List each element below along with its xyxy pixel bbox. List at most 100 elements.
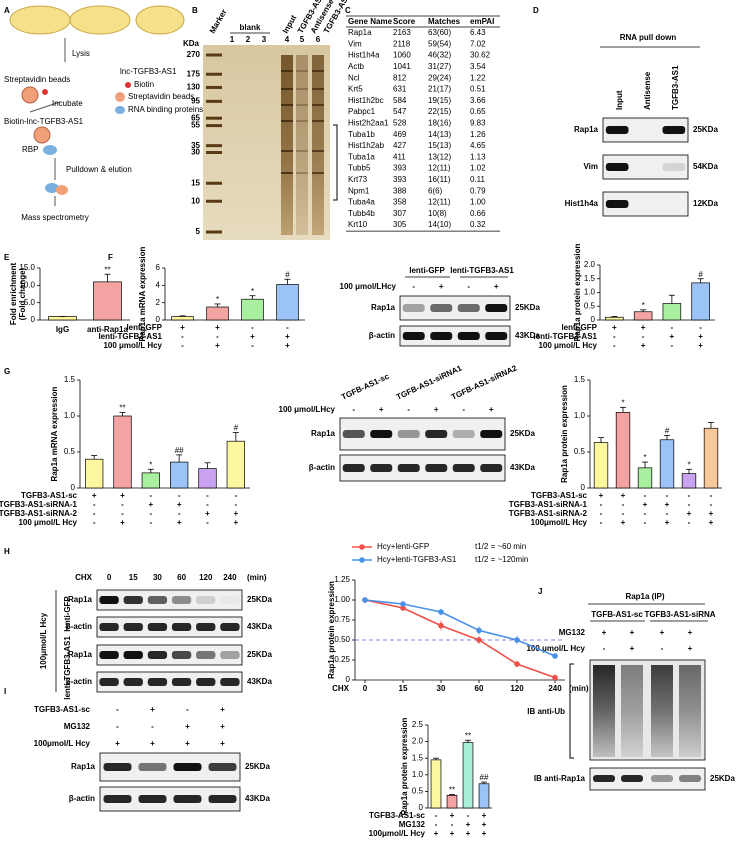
marker-band bbox=[206, 116, 222, 120]
sign: + bbox=[489, 405, 494, 414]
significance: ** bbox=[465, 731, 471, 740]
table-cell: Tubb5 bbox=[348, 164, 371, 173]
blot-frame bbox=[96, 589, 243, 611]
table-cell: 4.65 bbox=[470, 141, 486, 150]
table-cell: 1060 bbox=[393, 51, 411, 60]
sign: + bbox=[180, 323, 185, 332]
condition-label: TGFB3-AS1-siRNA-2 bbox=[509, 509, 588, 518]
sign: - bbox=[286, 323, 289, 332]
blot-frame bbox=[96, 671, 243, 693]
marker-label: 130 bbox=[187, 83, 201, 92]
table-cell: Pabpc1 bbox=[348, 107, 376, 116]
sign: - bbox=[666, 509, 669, 518]
label: RBP bbox=[22, 145, 38, 154]
sign: - bbox=[206, 491, 209, 500]
sign: - bbox=[93, 509, 96, 518]
sign: + bbox=[434, 405, 439, 414]
sign: - bbox=[181, 341, 184, 350]
row-label: Rap1a bbox=[68, 595, 93, 604]
table-cell: 18(16) bbox=[428, 119, 451, 128]
row-label: Rap1a bbox=[371, 303, 396, 312]
sign: + bbox=[185, 739, 190, 748]
legend-rbp bbox=[115, 106, 125, 114]
band bbox=[123, 623, 143, 631]
table-cell: 59(54) bbox=[428, 39, 451, 48]
time-label: 30 bbox=[153, 573, 162, 582]
rbp bbox=[56, 185, 68, 195]
bar bbox=[446, 795, 458, 809]
band bbox=[123, 678, 143, 686]
lane-band bbox=[296, 88, 308, 90]
significance: * bbox=[621, 398, 624, 407]
marker-band bbox=[206, 199, 222, 203]
marker-label: 10 bbox=[191, 196, 200, 205]
point bbox=[438, 609, 444, 615]
significance: * bbox=[687, 460, 690, 469]
sign: + bbox=[466, 829, 471, 838]
table-cell: 2163 bbox=[393, 28, 411, 37]
x-tick-label: 240 bbox=[548, 684, 562, 693]
blot-title: RNA pull down bbox=[620, 33, 677, 42]
table-cell: 1.00 bbox=[470, 198, 486, 207]
point bbox=[552, 653, 558, 659]
table-cell: 15(13) bbox=[428, 141, 451, 150]
table-cell: 30.62 bbox=[470, 51, 491, 60]
lane-number: 3 bbox=[262, 35, 267, 44]
marker-band bbox=[206, 150, 222, 154]
sign: - bbox=[186, 705, 189, 714]
time-label: 120 bbox=[199, 573, 213, 582]
treatment-label: 100 μmol/LHcy bbox=[340, 282, 397, 291]
label: Biotin bbox=[134, 80, 154, 89]
table-cell: 12(11) bbox=[428, 198, 451, 207]
sign: + bbox=[687, 509, 692, 518]
band bbox=[457, 304, 480, 312]
y-tick-label: 6 bbox=[156, 263, 161, 272]
blot-title: Rap1a (IP) bbox=[625, 592, 664, 601]
point bbox=[514, 661, 520, 667]
time-label: 15 bbox=[129, 573, 138, 582]
condition-label: MG132 bbox=[559, 628, 586, 637]
band bbox=[171, 623, 192, 631]
sign: - bbox=[644, 491, 647, 500]
sign: + bbox=[215, 341, 220, 350]
sign: + bbox=[621, 491, 626, 500]
bar bbox=[593, 442, 609, 489]
band bbox=[370, 464, 393, 472]
row-label: IB anti-Rap1a bbox=[534, 774, 586, 783]
sign: - bbox=[600, 518, 603, 527]
table-header: Score bbox=[393, 17, 416, 26]
sign: - bbox=[710, 491, 713, 500]
cell bbox=[9, 5, 71, 35]
band bbox=[397, 464, 420, 472]
y-tick-label: 0 bbox=[419, 803, 424, 812]
condition-label: 100 μmol/L Hcy bbox=[18, 518, 77, 527]
sign: + bbox=[233, 518, 238, 527]
sign: - bbox=[407, 405, 410, 414]
band bbox=[220, 596, 239, 604]
bar bbox=[226, 440, 245, 489]
lane-smear bbox=[312, 55, 324, 235]
sign: + bbox=[494, 282, 499, 291]
sign: - bbox=[234, 491, 237, 500]
condition-label: TGFB3-AS1-siRNA-1 bbox=[509, 500, 588, 509]
condition-label: TGFB3-AS1-siRNA-2 bbox=[0, 509, 78, 518]
sign: - bbox=[251, 323, 254, 332]
band bbox=[147, 678, 168, 686]
condition-label: MG132 bbox=[399, 820, 426, 829]
marker-label: 30 bbox=[191, 148, 200, 157]
sign: - bbox=[603, 644, 606, 653]
group-label: lenti-TGFB3-AS1 bbox=[63, 636, 72, 700]
band bbox=[99, 623, 119, 631]
sign: + bbox=[150, 705, 155, 714]
sign: - bbox=[600, 500, 603, 509]
bar bbox=[93, 281, 122, 321]
table-cell: Hist1h4a bbox=[348, 51, 380, 60]
table-cell: 1.26 bbox=[470, 130, 486, 139]
sign: + bbox=[450, 829, 455, 838]
bar bbox=[171, 316, 194, 321]
y-tick-label: 1.0 bbox=[64, 411, 76, 420]
ub-smear bbox=[593, 665, 615, 757]
sign: - bbox=[178, 491, 181, 500]
sign: - bbox=[688, 491, 691, 500]
step-label: Mass spectrometry bbox=[21, 213, 89, 222]
